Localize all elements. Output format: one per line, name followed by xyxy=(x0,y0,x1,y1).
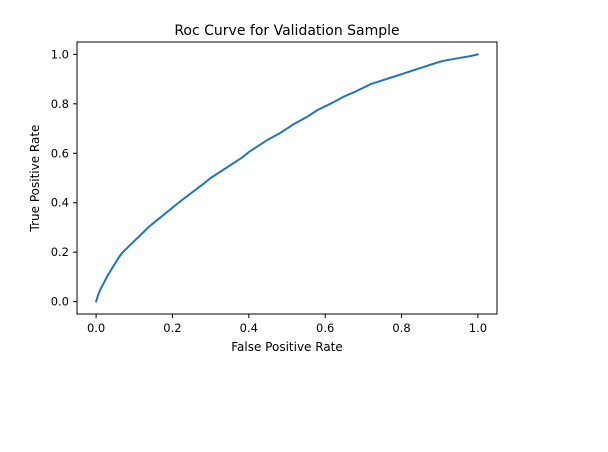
x-tick-label: 0.8 xyxy=(392,321,410,335)
y-tick-label: 1.0 xyxy=(51,47,69,61)
x-tick-label: 1.0 xyxy=(469,321,487,335)
x-tick-label: 0.6 xyxy=(316,321,334,335)
roc-curve-line xyxy=(95,53,479,303)
y-tick-label: 0.0 xyxy=(51,295,69,309)
x-tick-label: 0.0 xyxy=(87,321,105,335)
y-tick-label: 0.6 xyxy=(51,146,69,160)
axis-ticks: 0.0 0.2 0.4 0.6 0.8 1.0 0.0 0.2 0.4 0.6 0.8 1.0 xyxy=(51,47,487,335)
y-tick-label: 0.8 xyxy=(51,97,69,111)
chart-title: Roc Curve for Validation Sample xyxy=(174,23,399,39)
plot-area-frame xyxy=(76,41,498,315)
x-axis-label: False Positive Rate xyxy=(231,340,343,354)
x-tick-label: 0.4 xyxy=(240,321,258,335)
y-axis-label: True Positive Rate xyxy=(28,125,42,233)
y-tick-label: 0.2 xyxy=(51,245,69,259)
x-tick-label: 0.2 xyxy=(163,321,181,335)
y-tick-label: 0.4 xyxy=(51,196,69,210)
